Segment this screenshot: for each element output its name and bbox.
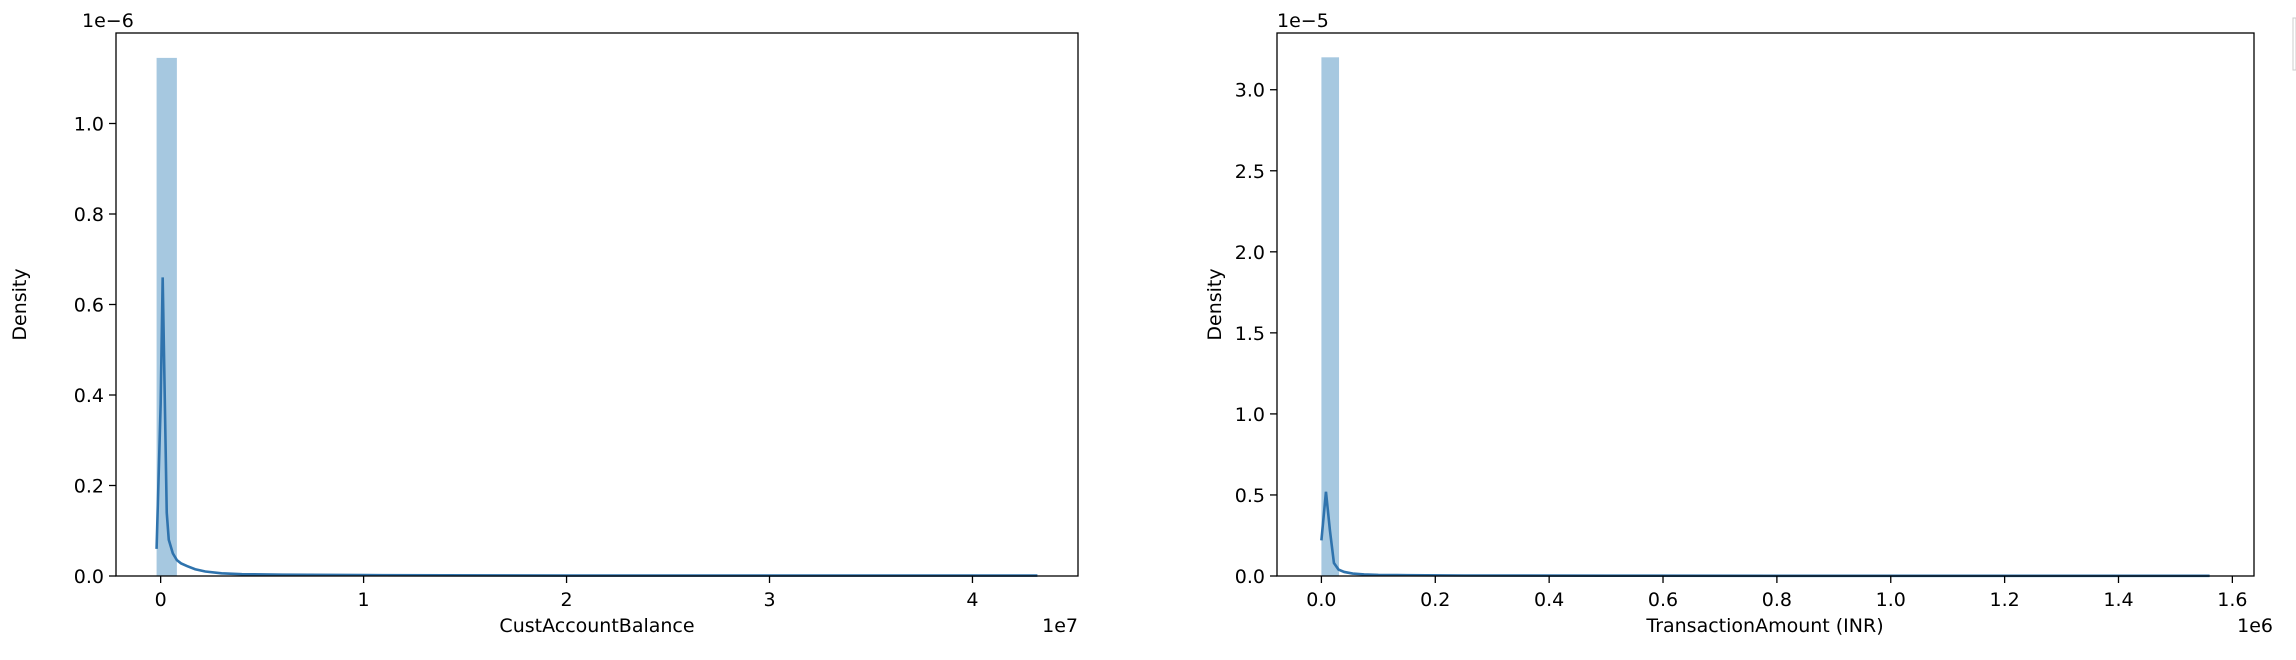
chart-right: 0.0 0.2 0.4 0.6 0.8 1.0 1.2 1.4 1.6 0.0 0.5 1.0 1.5… — [1204, 10, 2273, 637]
y-axis-label: Density — [1204, 268, 1226, 340]
x-offset-label: 1e7 — [1042, 615, 1078, 637]
x-tick-label: 0.6 — [1648, 589, 1678, 611]
y-tick-label: 0.4 — [74, 385, 104, 407]
y-tick-label: 1.0 — [74, 114, 104, 136]
x-tick-label: 1 — [358, 589, 370, 611]
x-axis-label: CustAccountBalance — [499, 615, 694, 637]
y-tick-label: 1.5 — [1235, 323, 1265, 345]
x-axis-ticks: 0 1 2 3 4 — [155, 576, 979, 611]
x-offset-label: 1e6 — [2237, 615, 2273, 637]
x-tick-label: 0.8 — [1762, 589, 1792, 611]
x-tick-label: 1.4 — [2103, 589, 2133, 611]
axes-frame — [1276, 32, 2255, 577]
y-axis-label: Density — [9, 268, 31, 340]
x-axis-label: TransactionAmount (INR) — [1645, 615, 1883, 637]
x-tick-label: 1.6 — [2217, 589, 2247, 611]
x-tick-label: 0.4 — [1534, 589, 1564, 611]
histogram-bars — [1321, 57, 1340, 577]
x-tick-label: 4 — [966, 589, 978, 611]
x-tick-label: 0.0 — [1306, 589, 1336, 611]
y-offset-label: 1e−5 — [1277, 10, 1329, 32]
y-axis-ticks: 0.0 0.5 1.0 1.5 2.0 2.5 3.0 — [1235, 80, 1277, 588]
kde-line — [155, 277, 1038, 577]
x-axis-ticks: 0.0 0.2 0.4 0.6 0.8 1.0 1.2 1.4 1.6 — [1306, 576, 2247, 611]
x-tick-label: 0 — [155, 589, 167, 611]
y-tick-label: 0.6 — [74, 295, 104, 317]
x-tick-label: 1.0 — [1876, 589, 1906, 611]
chart-left: 0 1 2 3 4 0.0 0.2 0.4 0.6 0.8 1.0 CustAccountBala… — [9, 10, 1079, 637]
y-tick-label: 0.0 — [74, 566, 104, 588]
x-tick-label: 2 — [561, 589, 573, 611]
y-tick-label: 2.5 — [1235, 161, 1265, 183]
y-offset-label: 1e−6 — [82, 10, 134, 32]
y-tick-label: 0.2 — [74, 476, 104, 498]
y-tick-label: 0.8 — [74, 204, 104, 226]
x-tick-label: 3 — [763, 589, 775, 611]
x-tick-label: 1.2 — [1990, 589, 2020, 611]
histogram-bar — [156, 57, 177, 576]
y-axis-ticks: 0.0 0.2 0.4 0.6 0.8 1.0 — [74, 114, 116, 588]
y-tick-label: 1.0 — [1235, 404, 1265, 426]
y-tick-label: 3.0 — [1235, 80, 1265, 102]
histogram-bar — [1321, 57, 1340, 577]
y-tick-label: 0.5 — [1235, 485, 1265, 507]
y-tick-label: 2.0 — [1235, 242, 1265, 264]
y-tick-label: 0.0 — [1235, 566, 1265, 588]
histogram-bars — [156, 57, 177, 576]
x-tick-label: 0.2 — [1420, 589, 1450, 611]
edge-widget — [2292, 17, 2296, 71]
